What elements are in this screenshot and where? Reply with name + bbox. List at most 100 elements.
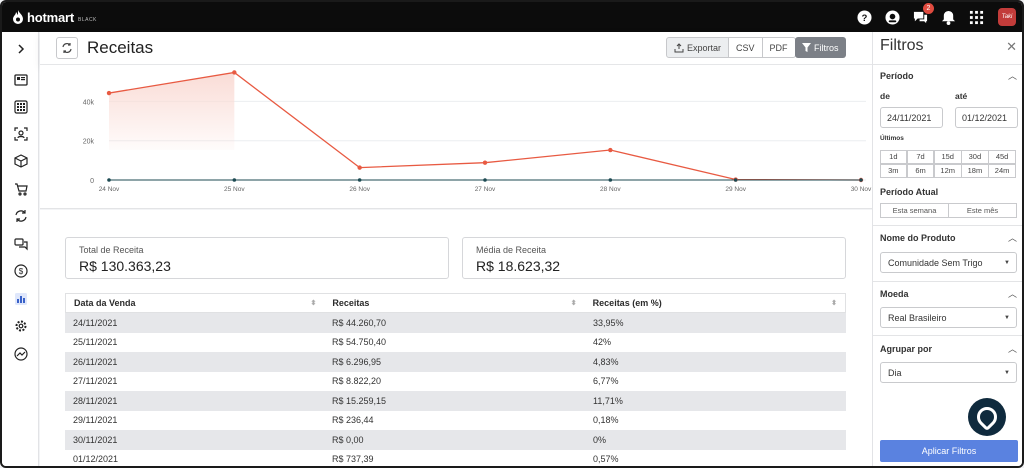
divider bbox=[873, 225, 1022, 226]
quick-range-6m[interactable]: 6m bbox=[906, 163, 935, 178]
quick-range-15d[interactable]: 15d bbox=[933, 149, 962, 164]
analytics-icon[interactable] bbox=[13, 291, 28, 306]
data-point bbox=[106, 90, 112, 96]
dashboard-icon[interactable] bbox=[13, 72, 28, 87]
messages-icon[interactable] bbox=[13, 236, 28, 251]
x-tick-label: 30 Nov bbox=[851, 186, 872, 193]
table-row: 26/11/2021 R$ 6.296,95 4,83% bbox=[65, 352, 846, 372]
percent-cell: 33,95% bbox=[593, 317, 624, 328]
baseline-point bbox=[608, 178, 613, 182]
baseline-point bbox=[357, 178, 362, 182]
bell-icon[interactable] bbox=[940, 9, 956, 25]
chat-icon[interactable]: 2 bbox=[912, 3, 934, 25]
help-icon[interactable]: ? bbox=[856, 9, 872, 25]
cart-icon[interactable] bbox=[13, 181, 28, 196]
page-title: Receitas bbox=[87, 38, 154, 57]
table-row: 30/11/2021 R$ 0,00 0% bbox=[65, 430, 846, 450]
revenue-cell: R$ 236,44 bbox=[332, 415, 374, 426]
data-point bbox=[608, 147, 613, 153]
filters-button[interactable]: Filtros bbox=[795, 37, 846, 58]
chevron-up-icon[interactable]: ︿ bbox=[1007, 289, 1017, 299]
chevron-up-icon[interactable]: ︿ bbox=[1007, 233, 1017, 243]
total-revenue-value: R$ 130.363,23 bbox=[79, 258, 171, 274]
percent-cell: 11,71% bbox=[593, 395, 623, 406]
to-label: até bbox=[955, 91, 968, 101]
period-label: Período bbox=[880, 71, 914, 81]
last-label: Últimos bbox=[880, 135, 904, 142]
column-header-percent[interactable]: Receitas (em %) ⬍ bbox=[592, 298, 837, 308]
current-period-label: Período Atual bbox=[880, 187, 939, 197]
quick-range-24m[interactable]: 24m bbox=[988, 163, 1016, 178]
quick-range-grid: 1d 7d 15d 30d 45d 3m 6m 12m 18m 24m bbox=[879, 149, 1016, 178]
quick-range-1d[interactable]: 1d bbox=[879, 149, 908, 164]
pdf-button[interactable]: PDF bbox=[762, 37, 796, 58]
y-tick-label: 40k bbox=[83, 99, 95, 106]
caret-down-icon: ▼ bbox=[1004, 259, 1010, 266]
chat-launcher-button[interactable] bbox=[968, 398, 1006, 436]
settings-icon[interactable] bbox=[13, 318, 28, 333]
revenue-cell: R$ 54.750,40 bbox=[332, 337, 387, 348]
date-to-input[interactable]: 01/12/2021 bbox=[955, 107, 1018, 128]
product-select[interactable]: Comunidade Sem Trigo ▼ bbox=[880, 252, 1017, 273]
flame-icon bbox=[13, 10, 23, 24]
quick-range-18m[interactable]: 18m bbox=[961, 163, 989, 178]
close-icon[interactable]: ✕ bbox=[1006, 39, 1017, 54]
dollar-icon[interactable]: $ bbox=[13, 263, 28, 278]
chart-svg: 0 20k 40k 24 Nov 25 Nov 26 Nov 27 Nov 28 Nov 29 … bbox=[83, 70, 872, 193]
refresh-button[interactable] bbox=[56, 37, 78, 59]
apply-filters-button[interactable]: Aplicar Filtros bbox=[880, 440, 1018, 462]
baseline-point bbox=[859, 178, 863, 182]
scan-person-icon[interactable] bbox=[13, 126, 28, 141]
date-cell: 01/12/2021 bbox=[73, 454, 119, 465]
recurrence-icon[interactable] bbox=[13, 208, 28, 223]
column-header-date[interactable]: Data da Venda ⬍ bbox=[74, 298, 317, 308]
user-avatar[interactable]: Taki bbox=[998, 8, 1016, 26]
group-by-select[interactable]: Dia ▼ bbox=[880, 362, 1017, 383]
divider bbox=[873, 335, 1022, 336]
data-point bbox=[357, 165, 362, 170]
total-revenue-card: Total de Receita R$ 130.363,23 bbox=[65, 237, 449, 279]
revenue-cell: R$ 0,00 bbox=[332, 434, 364, 445]
quick-range-7d[interactable]: 7d bbox=[906, 149, 935, 164]
main-content: Total de Receita R$ 130.363,23 Média de … bbox=[40, 210, 872, 467]
quick-range-12m[interactable]: 12m bbox=[933, 163, 962, 178]
filters-panel: Filtros ✕ Período ︿ de até 24/11/2021 01… bbox=[872, 32, 1022, 466]
quick-range-30d[interactable]: 30d bbox=[961, 149, 989, 164]
hotmart-logo[interactable]: hotmart BLACK bbox=[12, 10, 97, 25]
export-button[interactable]: Exportar bbox=[666, 37, 730, 58]
apps-grid-icon[interactable] bbox=[968, 9, 984, 25]
revenue-table: Data da Venda ⬍ Receitas ⬍ Receitas (em %)… bbox=[65, 293, 846, 467]
current-period-buttons: Esta semana Este mês bbox=[880, 203, 1017, 218]
currency-select[interactable]: Real Brasileiro ▼ bbox=[880, 307, 1017, 328]
column-header-revenue[interactable]: Receitas ⬍ bbox=[332, 298, 577, 308]
revenue-cell: R$ 6.296,95 bbox=[332, 356, 382, 367]
expand-chevron-icon[interactable] bbox=[13, 41, 28, 56]
calendar-grid-icon[interactable] bbox=[13, 99, 28, 114]
support-agent-icon[interactable] bbox=[884, 9, 900, 25]
percent-cell: 0,18% bbox=[593, 415, 619, 426]
chevron-up-icon[interactable]: ︿ bbox=[1007, 344, 1017, 354]
percent-cell: 42% bbox=[593, 337, 612, 348]
quick-range-3m[interactable]: 3m bbox=[879, 163, 908, 178]
quick-range-45d[interactable]: 45d bbox=[988, 149, 1016, 164]
box-icon[interactable] bbox=[13, 153, 28, 168]
csv-button[interactable]: CSV bbox=[729, 37, 763, 58]
svg-text:$: $ bbox=[18, 267, 23, 276]
table-row: 01/12/2021 R$ 737,39 0,57% bbox=[65, 450, 846, 467]
x-tick-label: 29 Nov bbox=[725, 186, 746, 193]
x-tick-label: 26 Nov bbox=[349, 186, 370, 193]
export-label: Exportar bbox=[687, 42, 722, 53]
revenue-chart: 0 20k 40k 24 Nov 25 Nov 26 Nov 27 Nov 28 Nov 29 … bbox=[40, 65, 872, 209]
trend-icon[interactable] bbox=[13, 346, 28, 361]
x-tick-label: 25 Nov bbox=[224, 186, 245, 193]
date-from-input[interactable]: 24/11/2021 bbox=[880, 107, 943, 128]
date-cell: 30/11/2021 bbox=[73, 434, 118, 445]
avg-revenue-card: Média de Receita R$ 18.623,32 bbox=[462, 237, 846, 279]
table-header: Data da Venda ⬍ Receitas ⬍ Receitas (em %)… bbox=[65, 293, 846, 313]
this-month-button[interactable]: Este mês bbox=[949, 203, 1017, 218]
percent-cell: 0% bbox=[593, 434, 607, 445]
this-week-button[interactable]: Esta semana bbox=[880, 203, 949, 218]
table-row: 29/11/2021 R$ 236,44 0,18% bbox=[65, 411, 846, 431]
chevron-up-icon[interactable]: ︿ bbox=[1007, 71, 1017, 81]
table-row: 24/11/2021 R$ 44.260,70 33,95% bbox=[65, 313, 846, 333]
